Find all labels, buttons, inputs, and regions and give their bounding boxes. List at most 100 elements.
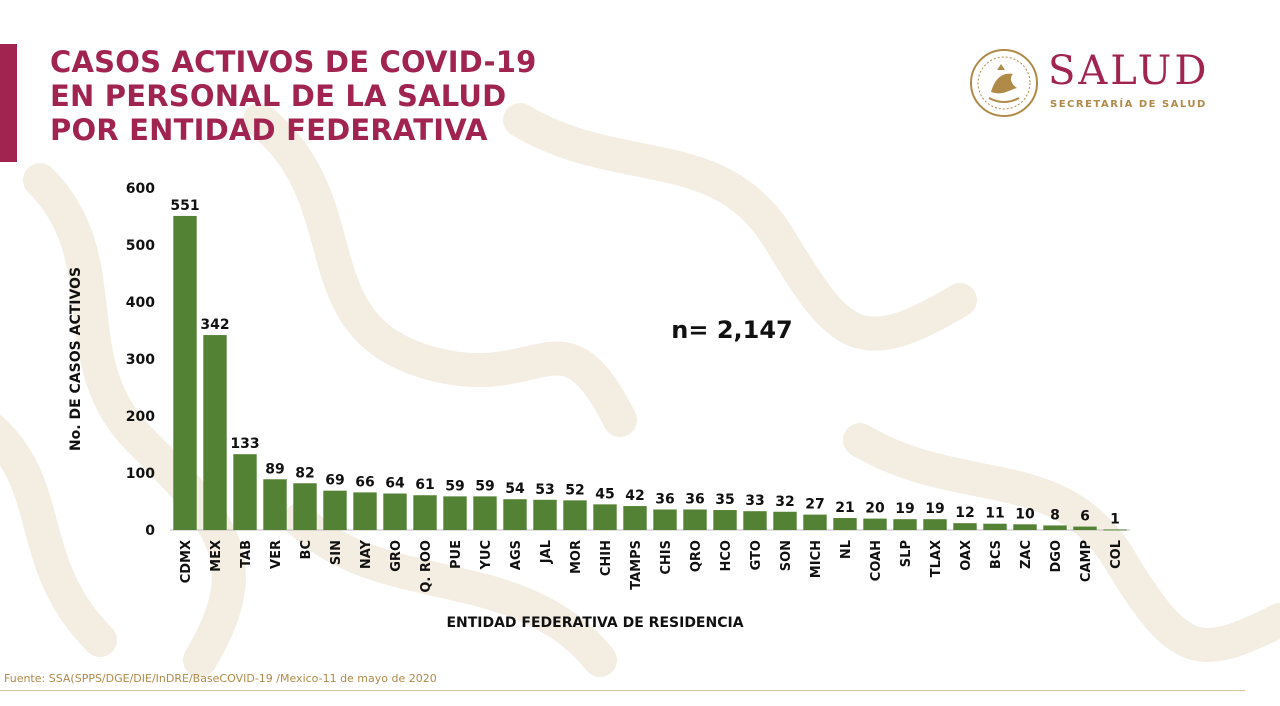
- data-label: 35: [715, 492, 734, 508]
- x-tick-label: GTO: [749, 540, 764, 570]
- bar: [413, 495, 437, 530]
- bar: [293, 483, 317, 530]
- x-tick-label: COAH: [869, 540, 884, 581]
- bar: [1043, 525, 1067, 530]
- data-label: 82: [295, 465, 314, 481]
- bar: [263, 479, 287, 530]
- slide-title: CASOS ACTIVOS DE COVID-19 EN PERSONAL DE…: [50, 45, 537, 147]
- bar: [773, 511, 797, 530]
- data-label: 8: [1050, 507, 1060, 523]
- data-label: 54: [505, 481, 525, 497]
- data-label: 53: [535, 482, 554, 498]
- bar: [1103, 529, 1127, 531]
- data-label: 20: [865, 501, 885, 517]
- mexican-coat-of-arms-seal-icon: [970, 49, 1038, 117]
- brand-subtitle: SECRETARÍA DE SALUD: [1050, 99, 1207, 110]
- x-tick-label: NAY: [359, 539, 374, 569]
- x-tick-label: TAB: [239, 540, 254, 568]
- bar: [863, 518, 887, 530]
- x-tick-label: COL: [1109, 540, 1124, 569]
- bar: [983, 523, 1007, 530]
- salud-logo: SALUD SECRETARÍA DE SALUD: [965, 44, 1225, 118]
- y-tick-label: 600: [126, 181, 155, 197]
- x-tick-label: Q. ROO: [419, 540, 434, 593]
- bar: [593, 504, 617, 530]
- bar: [173, 215, 197, 530]
- x-tick-label: MOR: [569, 540, 584, 574]
- bar: [923, 519, 947, 530]
- data-label: 133: [230, 436, 259, 452]
- x-tick-label: HCO: [719, 540, 734, 571]
- bar: [203, 335, 227, 530]
- x-tick-label: CHIS: [659, 540, 674, 575]
- bar: [383, 493, 407, 530]
- bar: [743, 511, 767, 530]
- bar: [1073, 526, 1097, 530]
- x-tick-label: MICH: [809, 540, 824, 578]
- x-tick-label: BC: [299, 540, 314, 559]
- y-tick-label: 400: [126, 295, 155, 311]
- x-tick-label: ZAC: [1019, 540, 1034, 569]
- bar: [833, 518, 857, 530]
- data-label: 1: [1110, 511, 1120, 527]
- data-label: 32: [775, 494, 794, 510]
- bar: [623, 506, 647, 530]
- data-label: 33: [745, 493, 764, 509]
- x-tick-label: CAMP: [1079, 540, 1094, 582]
- bar: [443, 496, 467, 530]
- data-label: 52: [565, 482, 584, 498]
- x-tick-label: CDMX: [179, 540, 194, 583]
- x-tick-label: VER: [269, 540, 284, 569]
- y-tick-label: 300: [126, 352, 155, 368]
- y-tick-label: 200: [126, 409, 155, 425]
- data-label: 64: [385, 476, 405, 492]
- title-accent-bar: [0, 44, 17, 162]
- data-label: 21: [835, 500, 854, 516]
- source-footnote: Fuente: SSA(SPPS/DGE/DIE/InDRE/BaseCOVID…: [4, 672, 437, 685]
- data-label: 36: [685, 491, 704, 507]
- data-label: 42: [625, 488, 644, 504]
- data-label: 27: [805, 497, 824, 513]
- bar: [503, 499, 527, 530]
- bar: [653, 509, 677, 530]
- data-label: 36: [655, 491, 674, 507]
- x-tick-label: PUE: [449, 540, 464, 569]
- data-label: 19: [895, 501, 914, 517]
- bar: [803, 514, 827, 530]
- x-tick-label: AGS: [509, 540, 524, 570]
- x-tick-label: QRO: [689, 540, 704, 572]
- x-tick-label: DGO: [1049, 540, 1064, 573]
- bar: [563, 500, 587, 530]
- data-label: 59: [445, 478, 464, 494]
- y-tick-label: 100: [126, 466, 155, 482]
- x-tick-label: MEX: [209, 540, 224, 572]
- bar: [713, 510, 737, 530]
- data-label: 45: [595, 486, 614, 502]
- footer-divider: [0, 690, 1245, 691]
- x-axis-title: ENTIDAD FEDERATIVA DE RESIDENCIA: [446, 615, 743, 631]
- data-label: 69: [325, 473, 344, 489]
- bar: [533, 499, 557, 530]
- data-label: 61: [415, 477, 434, 493]
- x-tick-label: GRO: [389, 540, 404, 572]
- x-tick-label: SIN: [329, 540, 344, 565]
- bar: [353, 492, 377, 530]
- bar: [233, 454, 257, 530]
- data-label: 11: [985, 506, 1004, 522]
- y-tick-label: 0: [145, 523, 155, 539]
- bar: [323, 490, 347, 530]
- title-line-2: EN PERSONAL DE LA SALUD: [50, 79, 507, 113]
- title-line-1: CASOS ACTIVOS DE COVID-19: [50, 45, 537, 79]
- bar: [893, 519, 917, 530]
- data-label: 10: [1015, 506, 1035, 522]
- data-label: 89: [265, 461, 284, 477]
- x-tick-label: JAL: [539, 540, 554, 564]
- x-tick-label: BCS: [989, 540, 1004, 569]
- title-line-3: POR ENTIDAD FEDERATIVA: [50, 113, 488, 147]
- bar: [1013, 524, 1037, 530]
- bar: [473, 496, 497, 530]
- data-label: 551: [170, 198, 199, 214]
- total-annotation: n= 2,147: [671, 316, 792, 344]
- x-tick-label: NL: [839, 540, 854, 559]
